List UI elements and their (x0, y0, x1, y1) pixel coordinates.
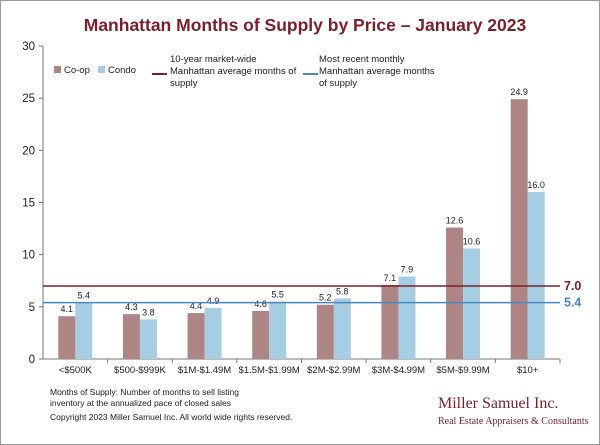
data-label: 3.8 (142, 307, 155, 317)
y-tick-label: 5 (29, 302, 35, 314)
legend-label-10yr-avg-2: Manhattan average months of (170, 66, 297, 77)
y-tick-label: 25 (22, 93, 35, 105)
legend-label-10yr-avg-3: supply (170, 78, 198, 89)
brand-tagline: Real Estate Appraisers & Consultants (438, 416, 589, 427)
legend-label-condo: Condo (108, 65, 136, 76)
bar-co-op (316, 304, 334, 359)
x-tick-label: $2M-$2.99M (307, 365, 360, 376)
data-label: 10.6 (463, 236, 481, 246)
x-tick-label: $10+ (517, 365, 539, 376)
bar-condo (204, 307, 222, 359)
bar-co-op (252, 311, 270, 359)
legend-label-coop: Co-op (64, 65, 90, 76)
chart-title: Manhattan Months of Supply by Price – Ja… (84, 15, 527, 35)
data-label: 7.1 (384, 273, 397, 283)
bar-co-op (122, 314, 140, 359)
bar-condo (333, 298, 351, 359)
x-tick-label: $1M-$1.49M (178, 365, 231, 376)
legend-label-recent-avg-1: Most recent monthly (319, 54, 405, 65)
footnote-line-1: Months of Supply: Number of months to se… (50, 387, 239, 397)
y-tick-label: 30 (22, 41, 35, 53)
legend-swatch-coop (54, 66, 61, 73)
copyright-text: Copyright 2023 Miller Samuel Inc. All wo… (50, 412, 292, 422)
legend-label-recent-avg-2: Manhattan average months (319, 66, 435, 77)
bar-co-op (446, 227, 464, 359)
bar-condo (398, 276, 416, 359)
data-label: 4.1 (61, 304, 74, 314)
legend: Co-op Condo 10-year market-wide Manhatta… (54, 54, 435, 89)
x-tick-label: $1.5M-$1.99M (239, 365, 300, 376)
data-label: 5.8 (336, 286, 349, 296)
x-tick-label: $3M-$4.99M (372, 365, 425, 376)
data-label: 4.6 (254, 299, 267, 309)
bar-co-op (510, 99, 528, 360)
plot-area: 0 5 10 15 20 25 30 <$500K 4.1 5.4 $500-$999K 4.3 3.8… (22, 41, 581, 376)
brand-name: Miller Samuel Inc. (438, 395, 558, 412)
data-label: 5.2 (319, 293, 332, 303)
bar-condo (527, 192, 545, 359)
data-label: 12.6 (446, 216, 464, 226)
legend-label-10yr-avg-1: 10-year market-wide (170, 54, 257, 65)
y-tick-label: 15 (22, 198, 35, 210)
x-tick-label: $500-$999K (114, 365, 166, 376)
reference-label-recent-avg: 5.4 (564, 296, 581, 310)
bar-co-op (58, 316, 76, 359)
data-label: 16.0 (527, 180, 545, 190)
bar-condo (139, 319, 157, 359)
data-label: 4.3 (125, 302, 138, 312)
footer: Months of Supply: Number of months to se… (50, 387, 292, 422)
branding: Miller Samuel Inc. Real Estate Appraiser… (438, 395, 589, 427)
data-label: 4.4 (190, 301, 203, 311)
reference-label-10yr-avg: 7.0 (564, 279, 581, 293)
legend-swatch-condo (98, 66, 105, 73)
y-tick-label: 10 (22, 250, 35, 262)
y-tick-label: 0 (29, 354, 35, 366)
x-tick-label: <$500K (59, 365, 93, 376)
x-tick-label: $5M-$9.99M (436, 365, 489, 376)
data-label: 24.9 (510, 87, 528, 97)
data-label: 4.9 (207, 296, 220, 306)
bar-condo (269, 301, 287, 359)
legend-label-recent-avg-3: of supply (319, 78, 357, 89)
bar-co-op (187, 313, 205, 359)
bar-co-op (381, 284, 399, 359)
data-label: 5.5 (271, 290, 284, 300)
footnote-line-2: inventory at the annualized pace of clos… (50, 398, 231, 408)
y-tick-label: 20 (22, 145, 35, 157)
bar-condo (75, 302, 93, 359)
data-label: 5.4 (78, 291, 91, 301)
bar-condo (463, 248, 481, 359)
data-label: 7.9 (401, 265, 414, 275)
